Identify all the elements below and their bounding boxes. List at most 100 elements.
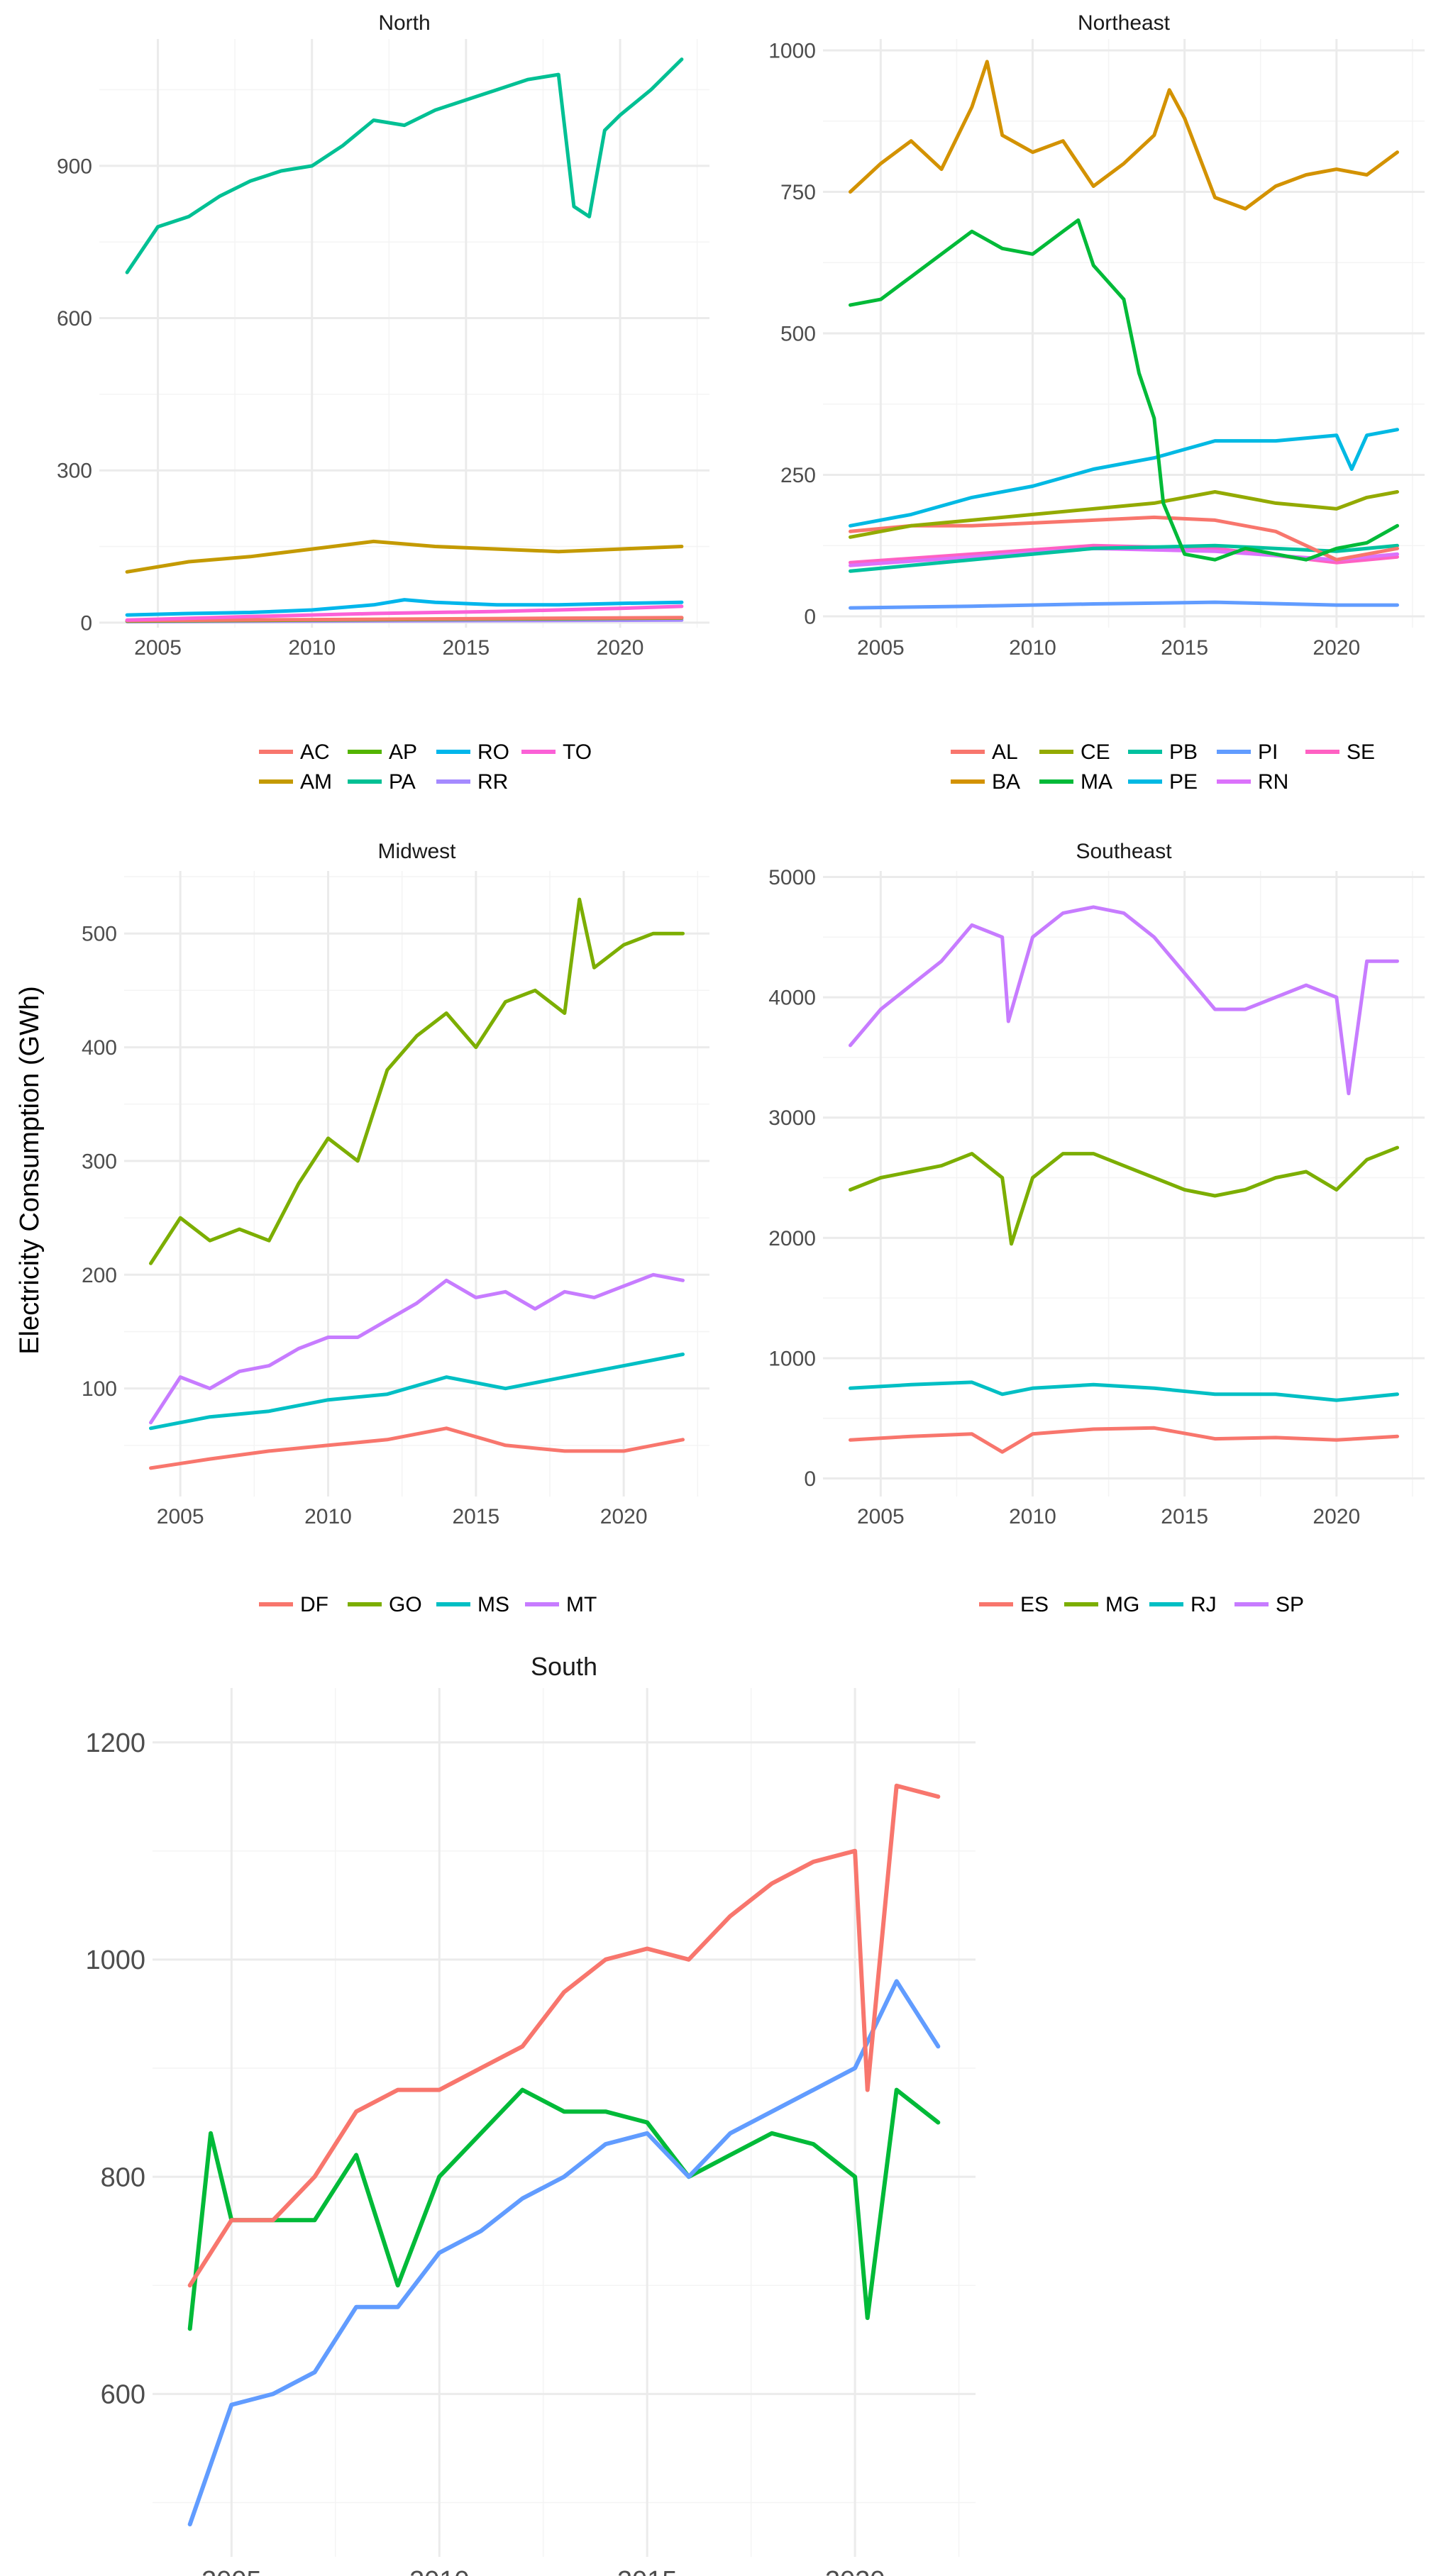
southeast-x-tick-label: 2015 bbox=[1161, 1505, 1208, 1528]
southeast-series-mg bbox=[849, 1145, 1399, 1246]
legend-item-ce: CE bbox=[1039, 740, 1110, 764]
midwest-series-ms bbox=[149, 1353, 685, 1431]
north-y-tick-label: 900 bbox=[57, 155, 92, 178]
legend-label-al: AL bbox=[992, 740, 1018, 764]
shared-y-axis-label: Electricity Consumption (GWh) bbox=[15, 986, 45, 1354]
legend-label-ce: CE bbox=[1081, 740, 1110, 764]
legend-label-go: GO bbox=[389, 1593, 422, 1616]
legend-item-to: TO bbox=[521, 740, 592, 764]
southeast-series-es bbox=[849, 1426, 1399, 1454]
legend-label-mg: MG bbox=[1105, 1593, 1139, 1616]
midwest-x-tick-label: 2005 bbox=[157, 1505, 204, 1528]
midwest-title: Midwest bbox=[377, 840, 456, 863]
panel-midwest: 2005 2010 2015 2020 100 200 300 400 500 Midwest DF… bbox=[82, 840, 709, 1616]
north-x-tick-label: 2015 bbox=[442, 636, 490, 660]
south-series-rs bbox=[187, 1783, 941, 2288]
north-x-tick-label: 2020 bbox=[597, 636, 644, 660]
southeast-grid bbox=[823, 871, 1425, 1497]
northeast-y-tick-label: 500 bbox=[780, 323, 816, 346]
legend-label-am: AM bbox=[300, 770, 332, 794]
midwest-y-tick-label: 300 bbox=[82, 1150, 117, 1173]
northeast-series-pi bbox=[849, 600, 1399, 610]
legend-item-pi: PI bbox=[1217, 740, 1278, 764]
midwest-x-tick-label: 2010 bbox=[304, 1505, 352, 1528]
north-series-ac bbox=[125, 616, 684, 623]
north-series-pa bbox=[125, 57, 684, 274]
legend-label-pa: PA bbox=[389, 770, 416, 794]
legend-item-rn: RN bbox=[1217, 770, 1288, 794]
south-y-tick-label: 1200 bbox=[85, 1728, 145, 1758]
midwest-grid bbox=[124, 871, 709, 1497]
north-series-ro bbox=[125, 598, 684, 617]
southeast-legend: ES MG RJ SP bbox=[979, 1593, 1304, 1616]
southeast-title: Southeast bbox=[1076, 840, 1172, 863]
legend-item-ma: MA bbox=[1039, 770, 1112, 794]
legend-item-pe: PE bbox=[1128, 770, 1198, 794]
south-series-sc bbox=[187, 2087, 941, 2331]
legend-label-to: TO bbox=[563, 740, 592, 764]
south-x-tick-label: 2020 bbox=[825, 2566, 885, 2576]
south-grid bbox=[153, 1688, 976, 2557]
legend-item-ms: MS bbox=[436, 1593, 509, 1616]
legend-label-ma: MA bbox=[1081, 770, 1112, 794]
north-y-tick-label: 300 bbox=[57, 460, 92, 483]
southeast-y-tick-label: 5000 bbox=[768, 866, 816, 889]
legend-label-ro: RO bbox=[477, 740, 509, 764]
north-series-to bbox=[125, 604, 684, 622]
southeast-series-sp bbox=[849, 905, 1399, 1096]
legend-item-ro: RO bbox=[436, 740, 509, 764]
legend-label-pb: PB bbox=[1169, 740, 1198, 764]
northeast-series-pe bbox=[849, 428, 1399, 528]
south-title: South bbox=[531, 1652, 597, 1681]
midwest-x-tick-label: 2020 bbox=[600, 1505, 648, 1528]
panel-northeast: 2005 2010 2015 2020 0 250 500 750 1000 Northeast A… bbox=[768, 11, 1425, 794]
legend-label-df: DF bbox=[300, 1593, 328, 1616]
panel-southeast: 2005 2010 2015 2020 0 1000 2000 3000 4000 5000 Sou… bbox=[768, 840, 1425, 1616]
legend-label-ap: AP bbox=[389, 740, 417, 764]
legend-item-pa: PA bbox=[348, 770, 416, 794]
north-title: North bbox=[378, 11, 430, 35]
southeast-x-tick-label: 2020 bbox=[1313, 1505, 1360, 1528]
northeast-y-tick-label: 250 bbox=[780, 464, 816, 487]
legend-item-al: AL bbox=[951, 740, 1018, 764]
legend-label-pe: PE bbox=[1169, 770, 1198, 794]
northeast-y-tick-label: 1000 bbox=[768, 39, 816, 62]
legend-label-se: SE bbox=[1347, 740, 1375, 764]
legend-item-rj: RJ bbox=[1149, 1593, 1217, 1616]
north-x-tick-label: 2010 bbox=[288, 636, 336, 660]
legend-item-go: GO bbox=[348, 1593, 422, 1616]
north-legend: AC AP RO TO AM PA RR bbox=[259, 740, 592, 794]
midwest-y-tick-label: 400 bbox=[82, 1036, 117, 1060]
midwest-legend: DF GO MS MT bbox=[259, 1593, 597, 1616]
northeast-series-ce bbox=[849, 490, 1399, 539]
southeast-series-rj bbox=[849, 1380, 1399, 1402]
southeast-y-tick-label: 3000 bbox=[768, 1106, 816, 1130]
northeast-y-tick-label: 0 bbox=[804, 606, 816, 629]
midwest-y-tick-label: 200 bbox=[82, 1264, 117, 1287]
legend-item-se: SE bbox=[1305, 740, 1375, 764]
midwest-x-tick-label: 2015 bbox=[452, 1505, 499, 1528]
midwest-series-df bbox=[149, 1426, 685, 1470]
legend-label-ba: BA bbox=[992, 770, 1020, 794]
northeast-series-ba bbox=[849, 60, 1399, 211]
legend-label-rj: RJ bbox=[1190, 1593, 1217, 1616]
south-x-tick-label: 2005 bbox=[201, 2566, 262, 2576]
legend-label-sp: SP bbox=[1276, 1593, 1304, 1616]
southeast-y-tick-label: 0 bbox=[804, 1467, 816, 1491]
northeast-y-tick-label: 750 bbox=[780, 181, 816, 204]
legend-label-mt: MT bbox=[566, 1593, 597, 1616]
southeast-x-tick-label: 2005 bbox=[857, 1505, 905, 1528]
northeast-title: Northeast bbox=[1078, 11, 1171, 35]
northeast-x-tick-label: 2020 bbox=[1313, 636, 1360, 660]
northeast-series-ma bbox=[849, 218, 1399, 562]
legend-item-am: AM bbox=[259, 770, 332, 794]
southeast-y-tick-label: 1000 bbox=[768, 1347, 816, 1370]
south-y-tick-label: 800 bbox=[101, 2163, 145, 2192]
south-x-tick-label: 2010 bbox=[409, 2566, 470, 2576]
northeast-x-tick-label: 2015 bbox=[1161, 636, 1208, 660]
legend-label-ms: MS bbox=[477, 1593, 509, 1616]
northeast-legend: AL CE PB PI SE BA MA PE RN bbox=[951, 740, 1375, 794]
legend-item-rr: RR bbox=[436, 770, 508, 794]
